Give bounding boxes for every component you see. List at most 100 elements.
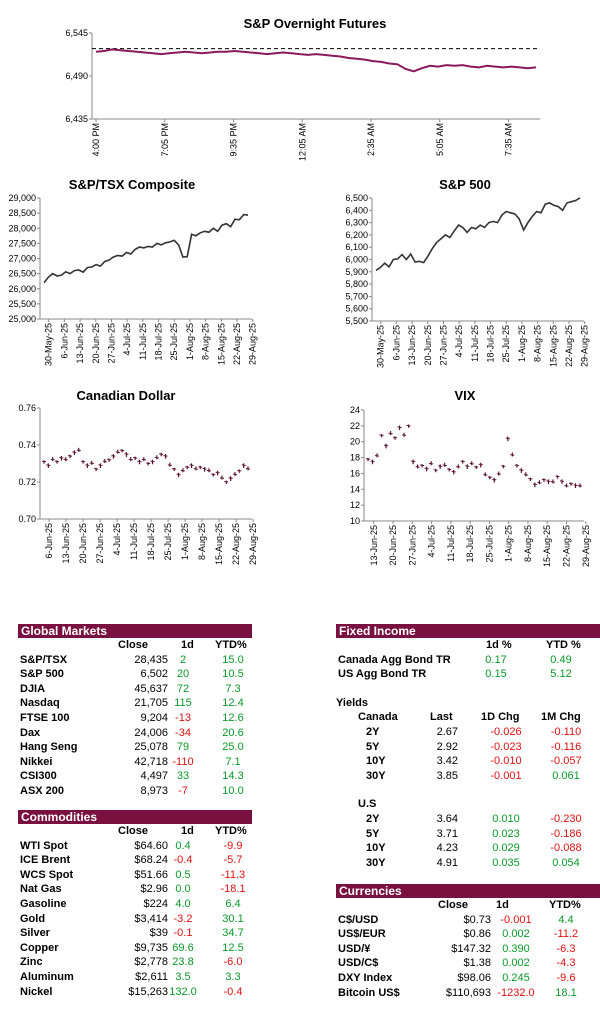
table-row: 10Y 4.23 0.029 -0.088 — [336, 841, 600, 856]
close-value: $64.60 — [134, 839, 168, 852]
ytd-pct: -18.1 — [220, 883, 246, 896]
row-label: ASX 200 — [20, 784, 65, 797]
ohlc-bar — [415, 464, 420, 469]
sp500-chart: S&P 500 5,500 5,600 5,700 5,800 5,900 6,000 6,1… — [345, 177, 589, 368]
x-tick-label: 25-Jul-25 — [484, 525, 494, 563]
x-tick-label: 4-Jul-25 — [454, 325, 464, 358]
x-tick-label: 25-Jul-25 — [163, 523, 173, 561]
row-label: 5Y — [366, 827, 380, 840]
x-tick-label: 8-Aug-25 — [197, 523, 207, 560]
ohlc-bar — [224, 480, 229, 484]
ytd-pct: -4.3 — [556, 957, 576, 970]
row-label: Bitcoin US$ — [338, 986, 400, 999]
row-label: 5Y — [366, 740, 380, 753]
ytd-pct: 0.49 — [550, 653, 572, 666]
ohlc-bar — [402, 432, 407, 437]
table-row: 2Y 2.67 -0.026 -0.110 — [336, 725, 600, 740]
chart-title: S&P/TSX Composite — [69, 177, 195, 192]
table-row: Silver $39 -0.1 34.7 — [18, 926, 252, 941]
table-row: Zinc $2,778 23.8 -6.0 — [18, 955, 252, 970]
ohlc-bar — [456, 464, 461, 469]
ohlc-bar — [478, 462, 483, 468]
us-yield-headers: U.S — [336, 797, 600, 812]
x-tick-label: 15-Aug-25 — [548, 325, 558, 367]
change-1d: 20 — [176, 668, 190, 681]
table-row: Dax 24,006 -34 20.6 — [18, 726, 252, 741]
change-1m: 0.054 — [552, 856, 580, 869]
ohlc-bar — [89, 460, 94, 465]
y-tick-label: 28,500 — [8, 208, 36, 218]
ohlc-bar — [198, 465, 203, 470]
ytd-pct: 6.4 — [225, 897, 241, 910]
table-row: US Agg Bond TR 0.15 5.12 — [336, 667, 600, 682]
row-label: FTSE 100 — [20, 711, 70, 724]
ohlc-bar — [514, 464, 519, 468]
ytd-pct: -6.3 — [556, 942, 576, 955]
ohlc-bar — [76, 447, 81, 452]
x-tick-label: 29-Aug-25 — [581, 525, 591, 567]
us-label: U.S — [358, 798, 377, 811]
ohlc-bar — [146, 462, 151, 466]
x-tick-label: 22-Aug-25 — [231, 523, 241, 565]
close-value: $2,611 — [135, 970, 168, 983]
close-value: 21,705 — [134, 697, 168, 710]
x-tick-label: 22-Aug-25 — [562, 525, 572, 567]
x-tick-label: 20-Jun-25 — [423, 325, 433, 366]
ohlc-bar — [72, 450, 77, 456]
table-row: 30Y 4.91 0.035 0.054 — [336, 856, 600, 871]
row-label: Nasdaq — [20, 697, 60, 710]
ohlc-bar — [578, 483, 582, 488]
x-tick-label: 29-Aug-25 — [580, 325, 590, 367]
ohlc-bar — [393, 436, 398, 440]
row-label: DJIA — [20, 682, 46, 695]
x-tick-label: 29-Aug-25 — [248, 523, 258, 565]
ohlc-bar — [501, 464, 506, 469]
ohlc-bar — [246, 466, 250, 471]
row-label: Dax — [20, 726, 41, 739]
change-1d: -34 — [175, 726, 191, 739]
row-label: Gold — [20, 912, 46, 925]
ohlc-bar — [111, 454, 116, 459]
ohlc-bar — [115, 449, 120, 454]
row-label: Hang Seng — [20, 741, 78, 754]
table-row: S&P 500 6,502 20 10.5 — [18, 667, 252, 682]
change-1d: 0.4 — [175, 839, 191, 852]
x-tick-label: 25-Jul-25 — [501, 325, 511, 363]
change-1d: 0.0 — [175, 883, 191, 896]
y-tick-label: 6,400 — [345, 205, 368, 215]
ohlc-bar — [370, 459, 375, 465]
canada-yield-headers: Canada Last 1D Chg 1M Chg — [336, 710, 600, 725]
ohlc-bar — [94, 467, 99, 472]
table-row: DJIA 45,637 72 7.3 — [18, 682, 252, 697]
close-value: 6,502 — [140, 668, 168, 681]
x-tick-label: 18-Jul-25 — [154, 323, 164, 361]
last-yield: 3.71 — [436, 827, 458, 840]
y-tick-label: 27,000 — [8, 254, 36, 264]
ohlc-bar — [193, 466, 198, 471]
close-value: $0.86 — [463, 928, 491, 941]
ohlc-bar — [172, 467, 177, 472]
ohlc-bar — [384, 443, 389, 449]
change-1d: 2 — [179, 653, 187, 666]
row-label: S&P 500 — [20, 668, 64, 681]
ohlc-bar — [388, 431, 393, 436]
change-1d: 0.390 — [502, 942, 530, 955]
ohlc-bar — [487, 476, 492, 480]
table-row: 5Y 2.92 -0.023 -0.116 — [336, 740, 600, 755]
y-tick-label: 0.70 — [18, 514, 36, 524]
x-tick-label: 1-Aug-25 — [180, 523, 190, 560]
ohlc-bar — [159, 452, 164, 457]
y-tick-label: 20 — [350, 437, 360, 447]
currencies-panel: Currencies Close 1d YTD% C$/USD $0.73 -0.0… — [336, 884, 600, 1000]
change-1d: 72 — [176, 682, 190, 695]
change-1d: 0.002 — [502, 957, 530, 970]
ohlc-bar — [523, 472, 528, 477]
ytd-pct: 12.4 — [222, 697, 244, 710]
ohlc-bar — [397, 425, 402, 431]
ytd-pct: 20.6 — [222, 726, 244, 739]
x-tick-label: 27-Jun-25 — [407, 525, 417, 566]
x-tick-label: 29-Aug-25 — [248, 323, 258, 365]
close-value: $98.06 — [457, 971, 491, 984]
col-1d-pct: 1d % — [486, 639, 512, 651]
table-row: S&P/TSX 28,435 2 15.0 — [18, 653, 252, 668]
